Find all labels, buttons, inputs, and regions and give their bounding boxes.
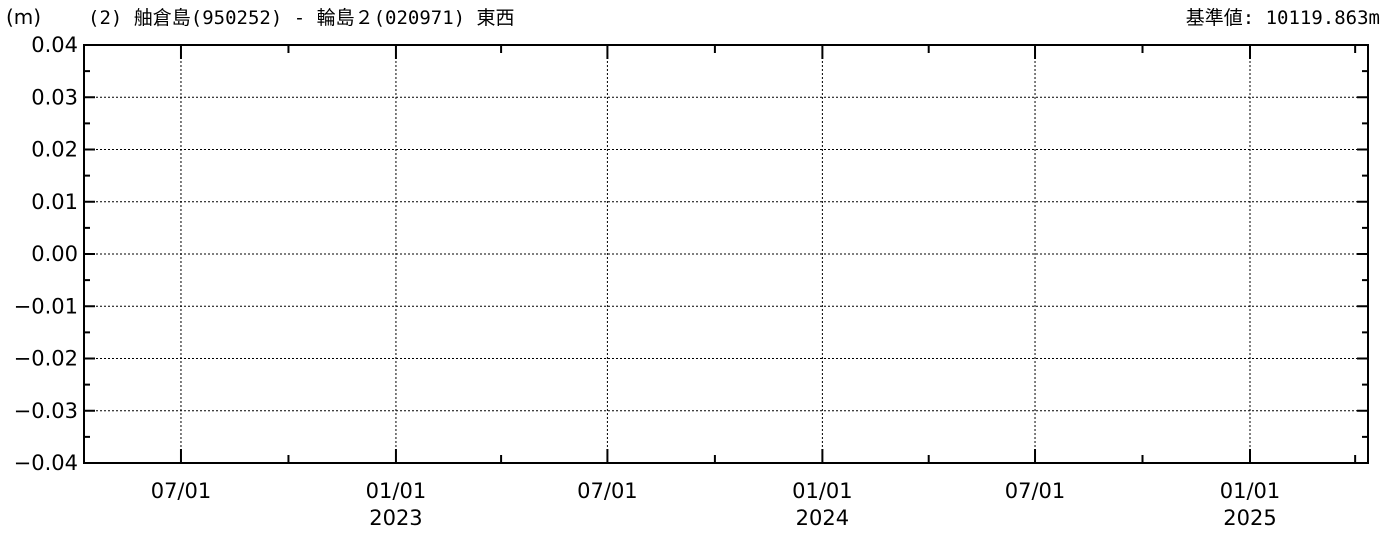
y-tick-label: −0.01 (14, 294, 78, 318)
x-year-label: 2025 (1223, 506, 1276, 530)
x-tick-label: 07/01 (151, 479, 212, 503)
x-tick-label: 01/01 (366, 479, 427, 503)
reference-value: 基準値: 10119.863m (1186, 7, 1380, 29)
x-tick-labels: 07/01 01/01 2023 07/01 01/01 2024 07/01 01/01 20… (151, 479, 1281, 530)
y-tick-label: 0.03 (31, 85, 78, 109)
y-tick-label: −0.04 (14, 451, 78, 475)
y-tick-label: −0.03 (14, 399, 78, 423)
x-tick-label: 07/01 (577, 479, 638, 503)
grid-lines (84, 45, 1368, 463)
y-tick-labels: 0.04 0.03 0.02 0.01 0.00 −0.01 −0.02 −0.03 −0.04 (14, 33, 78, 475)
x-year-label: 2023 (369, 506, 422, 530)
plot-frame (83, 44, 1369, 464)
x-tick-label: 01/01 (792, 479, 853, 503)
x-tick-label: 01/01 (1220, 479, 1281, 503)
chart-title: (2) 舳倉島(950252) - 輪島２(020971) 東西 (88, 7, 515, 29)
y-tick-label: −0.02 (14, 347, 78, 371)
y-axis-unit-label: (m) (6, 5, 41, 29)
y-tick-label: 0.01 (31, 190, 78, 214)
y-tick-label: 0.00 (31, 242, 78, 266)
x-year-label: 2024 (796, 506, 849, 530)
axis-ticks (84, 44, 1368, 464)
y-tick-label: 0.02 (31, 138, 78, 162)
y-tick-label: 0.04 (31, 33, 78, 57)
x-tick-label: 07/01 (1005, 479, 1066, 503)
